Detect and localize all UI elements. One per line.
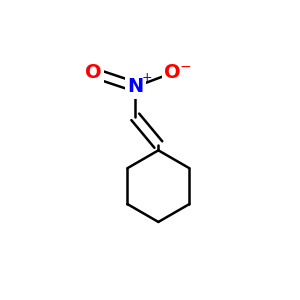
Text: N: N	[127, 77, 143, 96]
Text: −: −	[179, 60, 191, 74]
Text: O: O	[164, 64, 181, 83]
Text: +: +	[142, 71, 152, 84]
Text: O: O	[85, 64, 102, 83]
